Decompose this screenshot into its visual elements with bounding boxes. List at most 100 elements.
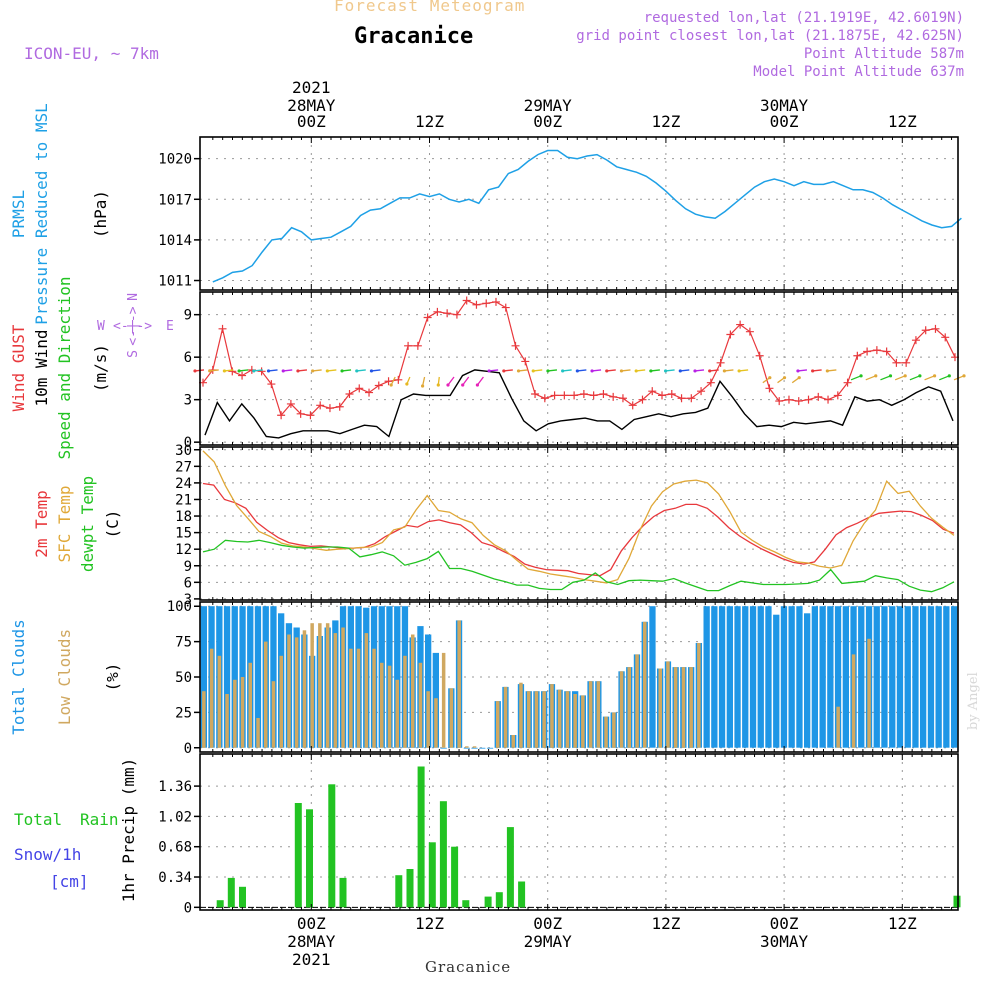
gust-point: [853, 351, 862, 360]
panel-frame: [199, 446, 959, 601]
low-cloud-bar: [395, 679, 399, 748]
temp-unit-label: (C): [103, 510, 122, 539]
gust-point: [902, 358, 911, 367]
gust-point: [755, 351, 764, 360]
wind-arrow-head: [947, 374, 951, 378]
gust-point: [697, 387, 706, 396]
low-cloud-bar: [581, 695, 585, 748]
gust-point: [521, 357, 530, 366]
low-cloud-bar: [689, 667, 693, 748]
low-cloud-bar: [372, 648, 376, 748]
y-tick-label: 75: [175, 635, 192, 651]
wind-arrow-head: [208, 369, 212, 373]
wind-arrow-head: [678, 369, 682, 373]
gust-point: [863, 347, 872, 356]
y-tick-label: 1.02: [158, 809, 192, 825]
wind-arrow-head: [355, 369, 359, 373]
bottom-date-label: 28MAY: [287, 932, 336, 951]
wind-10m-label: 10m Wind: [32, 329, 51, 406]
bottom-time-label: 12Z: [415, 914, 444, 933]
wind-unit-label: (m/s): [91, 344, 110, 392]
total-cloud-bar: [819, 606, 826, 748]
rain-bar: [451, 846, 459, 908]
cloud-unit-label: (%): [103, 663, 122, 692]
low-cloud-bar: [542, 691, 546, 748]
compass-w: W: [97, 319, 105, 334]
y-tick-label: 0: [184, 741, 192, 757]
top-year-label: 2021: [292, 78, 331, 97]
low-cloud-bar: [279, 655, 283, 748]
gust-point: [404, 341, 413, 350]
low-cloud-bar: [643, 621, 647, 748]
gust-point: [784, 395, 793, 404]
gust-point: [423, 313, 432, 322]
wind-arrow-head: [722, 369, 727, 373]
gust-point: [365, 388, 374, 397]
rain-bar: [506, 827, 514, 908]
total-cloud-bar: [200, 606, 207, 748]
wind-arrow-head: [311, 369, 315, 373]
total-cloud-bar: [904, 606, 911, 748]
gust-point: [794, 397, 803, 406]
total-cloud-bar: [270, 606, 277, 748]
compass-n: N: [126, 293, 141, 301]
gust-point: [687, 394, 696, 403]
gust-point: [413, 341, 422, 350]
gust-point: [286, 399, 295, 408]
y-tick-label: 9: [184, 559, 192, 575]
top-date-label: 29MAY: [524, 96, 573, 115]
wind-arrow-head: [619, 369, 624, 373]
panel-frame: [199, 753, 959, 911]
low-cloud-bar: [604, 716, 608, 748]
wind-arrow-head: [546, 369, 550, 373]
bottom-time-label: 12Z: [651, 914, 680, 933]
wind-arrow-head: [193, 369, 197, 373]
wind-arrow-head: [252, 369, 256, 373]
wind-arrow-head: [446, 383, 450, 387]
total-cloud-bar: [943, 606, 950, 748]
gust-point: [677, 394, 686, 403]
low-cloud-bar: [588, 681, 593, 748]
wind-arrow-head: [266, 369, 271, 373]
gust-point: [501, 303, 510, 312]
wind-arrow-head: [296, 369, 300, 373]
gust-point: [931, 324, 940, 333]
total-cloud-bar: [804, 613, 811, 748]
wind-arrow: [462, 376, 470, 386]
gust-line: [202, 299, 956, 417]
bottom-time-label: 00Z: [770, 914, 799, 933]
wind-arrow: [850, 375, 862, 381]
wind-arrow-head: [237, 369, 241, 373]
prmsl-label: PRMSL: [9, 190, 28, 238]
wind-arrow-head: [888, 374, 893, 378]
footer-location: Gracanice: [425, 958, 512, 976]
chart-title: Forecast Meteogram: [334, 0, 526, 15]
total-rain-label: Total: [14, 810, 62, 829]
gust-point: [462, 296, 471, 305]
wind-arrow-head: [487, 369, 491, 373]
wind-arrow-head: [325, 369, 329, 373]
wind-arrow-head: [874, 374, 878, 378]
gust-point: [355, 384, 364, 393]
wind-arrow-head: [369, 369, 374, 373]
y-tick-label: 50: [175, 670, 192, 686]
gust-point: [482, 299, 491, 308]
bottom-date-label: 29MAY: [524, 932, 573, 951]
wind-arrow-head: [340, 369, 344, 373]
gust-point: [599, 390, 608, 398]
low-cloud-bar: [635, 654, 639, 748]
rain-bar: [428, 842, 436, 908]
low-cloud-bar: [341, 627, 345, 748]
gust-point: [609, 392, 618, 401]
y-tick-label: 0.34: [158, 870, 192, 886]
low-cloud-bar: [658, 668, 662, 748]
wind-arrow-head: [796, 369, 800, 373]
total-cloud-bar: [703, 606, 710, 748]
sfc-temp-line: [202, 450, 955, 584]
rain-bar: [216, 900, 224, 908]
rain-bar: [239, 886, 246, 908]
low-cloud-bar: [271, 681, 276, 748]
wind-arrow-head: [737, 369, 741, 373]
compass-e: E: [166, 319, 174, 334]
y-tick-label: 3: [184, 592, 192, 608]
